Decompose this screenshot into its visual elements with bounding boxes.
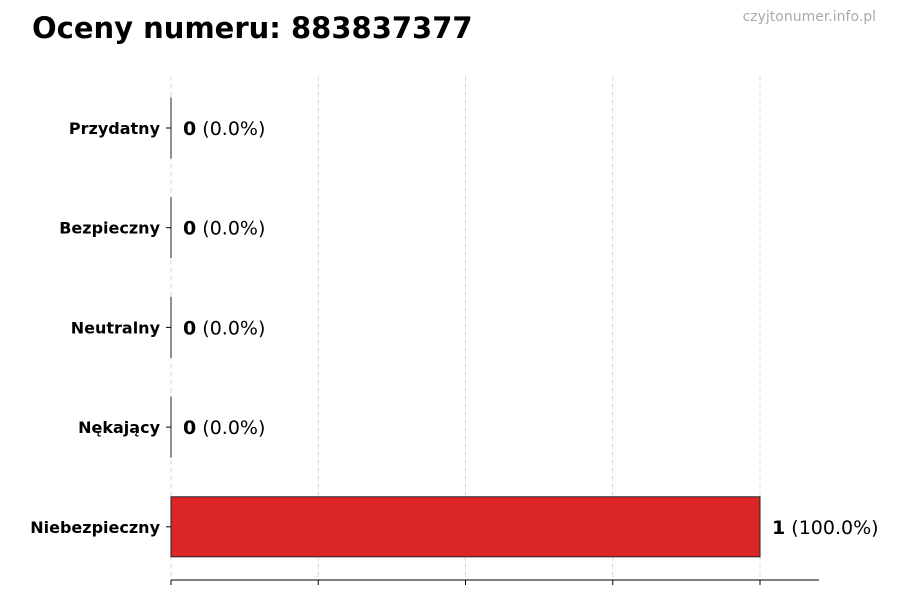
percent-label: (100.0%)	[791, 517, 878, 539]
percent-label: (0.0%)	[202, 118, 265, 140]
value-label: 1	[772, 517, 785, 539]
data-label: 0 (0.0%)	[183, 317, 265, 339]
category-label: Nękający	[78, 418, 160, 437]
bar	[170, 496, 761, 558]
category-label: Niebezpieczny	[30, 518, 160, 537]
percent-label: (0.0%)	[202, 317, 265, 339]
percent-label: (0.0%)	[202, 417, 265, 439]
category-label: Przydatny	[69, 119, 161, 138]
value-label: 0	[183, 118, 196, 140]
data-label: 0 (0.0%)	[183, 218, 265, 240]
category-label: Bezpieczny	[59, 219, 160, 238]
data-label: 0 (0.0%)	[183, 118, 265, 140]
watermark: czyjtonumer.info.pl	[742, 9, 876, 25]
value-label: 0	[183, 417, 196, 439]
percent-label: (0.0%)	[202, 218, 265, 240]
data-label: 0 (0.0%)	[183, 417, 265, 439]
data-label: 1 (100.0%)	[772, 517, 879, 539]
value-label: 0	[183, 218, 196, 240]
category-label: Neutralny	[71, 318, 161, 337]
value-label: 0	[183, 317, 196, 339]
chart-title: Oceny numeru: 883837377	[32, 11, 473, 45]
